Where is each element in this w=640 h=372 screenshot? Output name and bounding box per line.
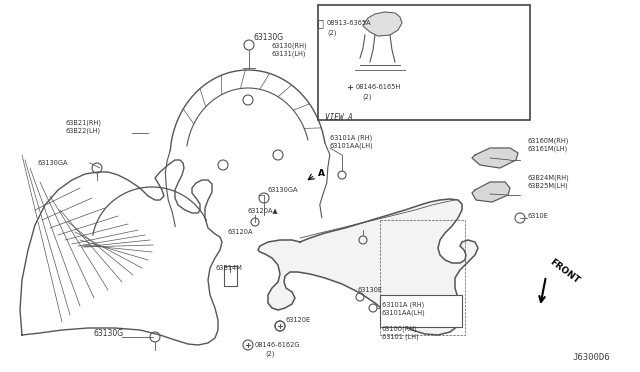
Text: 63120A: 63120A [228, 229, 253, 235]
Text: 63120A▲: 63120A▲ [248, 207, 278, 213]
Text: 63130E: 63130E [358, 287, 383, 293]
Text: (2): (2) [362, 94, 371, 100]
Text: 63120E: 63120E [285, 317, 310, 323]
Text: J6300D6: J6300D6 [572, 353, 610, 362]
Text: 63100(RH)
63101 (LH): 63100(RH) 63101 (LH) [382, 326, 419, 340]
Text: 63130GA: 63130GA [37, 160, 67, 166]
Text: 08146-6165H: 08146-6165H [356, 84, 401, 90]
Text: 63101A (RH)
63101AA(LH): 63101A (RH) 63101AA(LH) [330, 135, 374, 149]
Text: FRONT: FRONT [548, 257, 581, 285]
Text: VIEW A: VIEW A [325, 113, 353, 122]
Bar [380, 295, 462, 327]
Text: Ⓝ: Ⓝ [318, 18, 324, 28]
Bar [223, 266, 237, 286]
Text: 63130(RH)
63131(LH): 63130(RH) 63131(LH) [272, 43, 308, 57]
Text: 08146-6162G: 08146-6162G [255, 342, 301, 348]
Polygon shape [363, 12, 402, 36]
Text: 6310E: 6310E [527, 213, 548, 219]
Text: 63130G: 63130G [253, 33, 283, 42]
Polygon shape [472, 148, 518, 168]
Text: 63B14M: 63B14M [215, 265, 242, 271]
Text: (2): (2) [327, 30, 337, 36]
Text: 08913-6365A: 08913-6365A [327, 20, 372, 26]
Text: 63160M(RH)
63161M(LH): 63160M(RH) 63161M(LH) [527, 138, 568, 152]
Text: (2): (2) [265, 351, 275, 357]
Text: A: A [318, 170, 325, 179]
Text: 63130G: 63130G [93, 328, 123, 337]
Text: 63B21(RH)
63B22(LH): 63B21(RH) 63B22(LH) [65, 120, 101, 134]
Text: 63B24M(RH)
63B25M(LH): 63B24M(RH) 63B25M(LH) [527, 175, 569, 189]
Bar [318, 5, 530, 120]
Polygon shape [258, 199, 478, 335]
Text: 63101A (RH)
63101AA(LH): 63101A (RH) 63101AA(LH) [382, 302, 426, 317]
Text: 63130GA: 63130GA [268, 187, 298, 193]
Polygon shape [472, 182, 510, 202]
